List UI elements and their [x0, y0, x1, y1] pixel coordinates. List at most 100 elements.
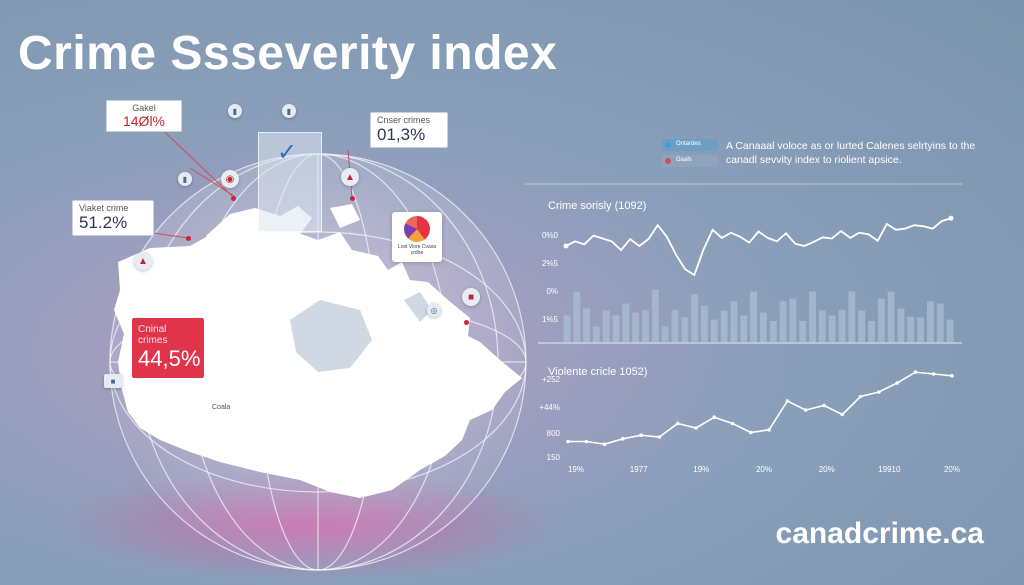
y-tick-label: 1%5	[542, 315, 559, 324]
pie-card-label: Lost Vlore Cvaxa crdlre	[397, 244, 437, 256]
stat-card-highlight: Cninal crimes 44,5%	[132, 318, 204, 378]
map-pin-icon: ■	[104, 374, 122, 388]
line-point	[639, 433, 643, 438]
series-line	[565, 217, 952, 277]
line-point	[931, 372, 936, 376]
stat-card-label: Gakel	[132, 103, 156, 113]
stat-card-value: 44,5%	[138, 346, 201, 371]
x-tick-label: 19%	[693, 465, 709, 474]
pie-card: Lost Vlore Cvaxa crdlre	[392, 212, 442, 262]
bar	[946, 319, 954, 342]
bar	[592, 326, 600, 342]
legend-swatch	[665, 142, 671, 148]
bar	[583, 308, 590, 342]
y-tick-label: 0%0	[542, 231, 559, 240]
series-line	[568, 371, 953, 446]
x-tick-label: 19%	[568, 465, 584, 474]
x-tick-label: 20%	[756, 465, 772, 474]
bar	[927, 301, 934, 342]
legend-swatch	[665, 158, 671, 164]
stat-card-value: 51.2%	[79, 213, 128, 232]
line-point	[657, 435, 662, 439]
bar	[828, 315, 836, 342]
bar	[701, 305, 708, 342]
bar	[730, 301, 738, 342]
x-tick-label: 20%	[944, 465, 960, 474]
x-tick-label: 20%	[819, 465, 835, 474]
x-tick-label: 1977	[630, 465, 648, 474]
bar	[809, 291, 816, 342]
bar-chart-icon: ▮	[178, 172, 192, 186]
bar	[671, 309, 679, 342]
bar	[563, 315, 571, 342]
camera-icon: ◉	[221, 170, 239, 188]
y-tick-label: 0%	[546, 287, 558, 296]
y-tick-label: 150	[547, 453, 561, 462]
legend-label: Gaals	[676, 157, 692, 163]
bar	[789, 298, 797, 342]
legend-item: Ontardes	[662, 139, 718, 151]
line-point	[602, 442, 607, 447]
footer-url: canadcrime.ca	[775, 517, 984, 550]
bar	[720, 310, 728, 342]
bar	[897, 308, 905, 342]
chart-description: A Canaaal voloce as or lurted Calenes se…	[726, 140, 976, 166]
stat-card-label: Viaket crime	[79, 203, 129, 213]
map-water	[290, 292, 432, 372]
stat-card-label: Cninal crimes	[138, 324, 168, 346]
bar	[799, 321, 807, 342]
line-point	[730, 421, 735, 426]
bar	[681, 317, 689, 342]
chart-1: 0%0 2%5 0% 1%5	[538, 215, 962, 344]
line-point	[858, 394, 863, 399]
bar	[750, 291, 757, 342]
pie-chart-icon	[404, 216, 430, 242]
line-point	[913, 370, 918, 375]
line-point	[621, 437, 625, 441]
bar	[779, 301, 787, 342]
bar-chart-icon: ▮	[282, 104, 296, 118]
line-point	[584, 439, 589, 444]
bar	[868, 321, 875, 342]
map-dot	[464, 320, 469, 325]
stat-card: Cnser crimes 01,3%	[370, 112, 448, 148]
bar-chart-icon: ▮	[228, 104, 242, 118]
checkmark-icon: ✓	[277, 139, 298, 166]
bar	[740, 315, 748, 342]
bar	[769, 321, 777, 342]
x-tick-label: 19910	[878, 465, 901, 474]
bar	[710, 319, 718, 342]
bar	[818, 310, 826, 342]
stat-card: Viaket crime 51.2%	[72, 200, 154, 236]
stat-card-value: 01,3%	[377, 125, 426, 144]
page-title: Crime Ssseverity index	[18, 27, 558, 80]
line-point	[767, 428, 771, 432]
legend-label: Ontardes	[676, 141, 701, 147]
radio-icon: ◎	[427, 303, 441, 317]
line-point	[948, 215, 954, 221]
line-point	[712, 415, 717, 420]
line-point	[877, 390, 881, 394]
bar	[848, 291, 856, 342]
line-point	[803, 408, 808, 412]
line-point	[840, 412, 845, 417]
line-point	[563, 243, 569, 249]
y-tick-label: 800	[547, 429, 561, 438]
map-region-label: Coala	[212, 404, 230, 411]
chart-title: Violente cricle 1052)	[548, 366, 648, 378]
map-pin-icon: ▲	[341, 168, 359, 186]
y-tick-label: +44%	[539, 403, 560, 412]
bar	[936, 303, 944, 342]
map-dot	[231, 196, 236, 201]
bar	[877, 298, 885, 342]
bar	[907, 316, 915, 342]
line-point	[694, 426, 698, 430]
bar	[661, 326, 669, 342]
bar	[887, 291, 895, 342]
line-point	[822, 403, 826, 408]
check-panel: ✓	[258, 132, 322, 232]
bar	[602, 310, 610, 342]
bar	[858, 310, 866, 342]
map-pin-icon: ▲	[134, 252, 152, 270]
